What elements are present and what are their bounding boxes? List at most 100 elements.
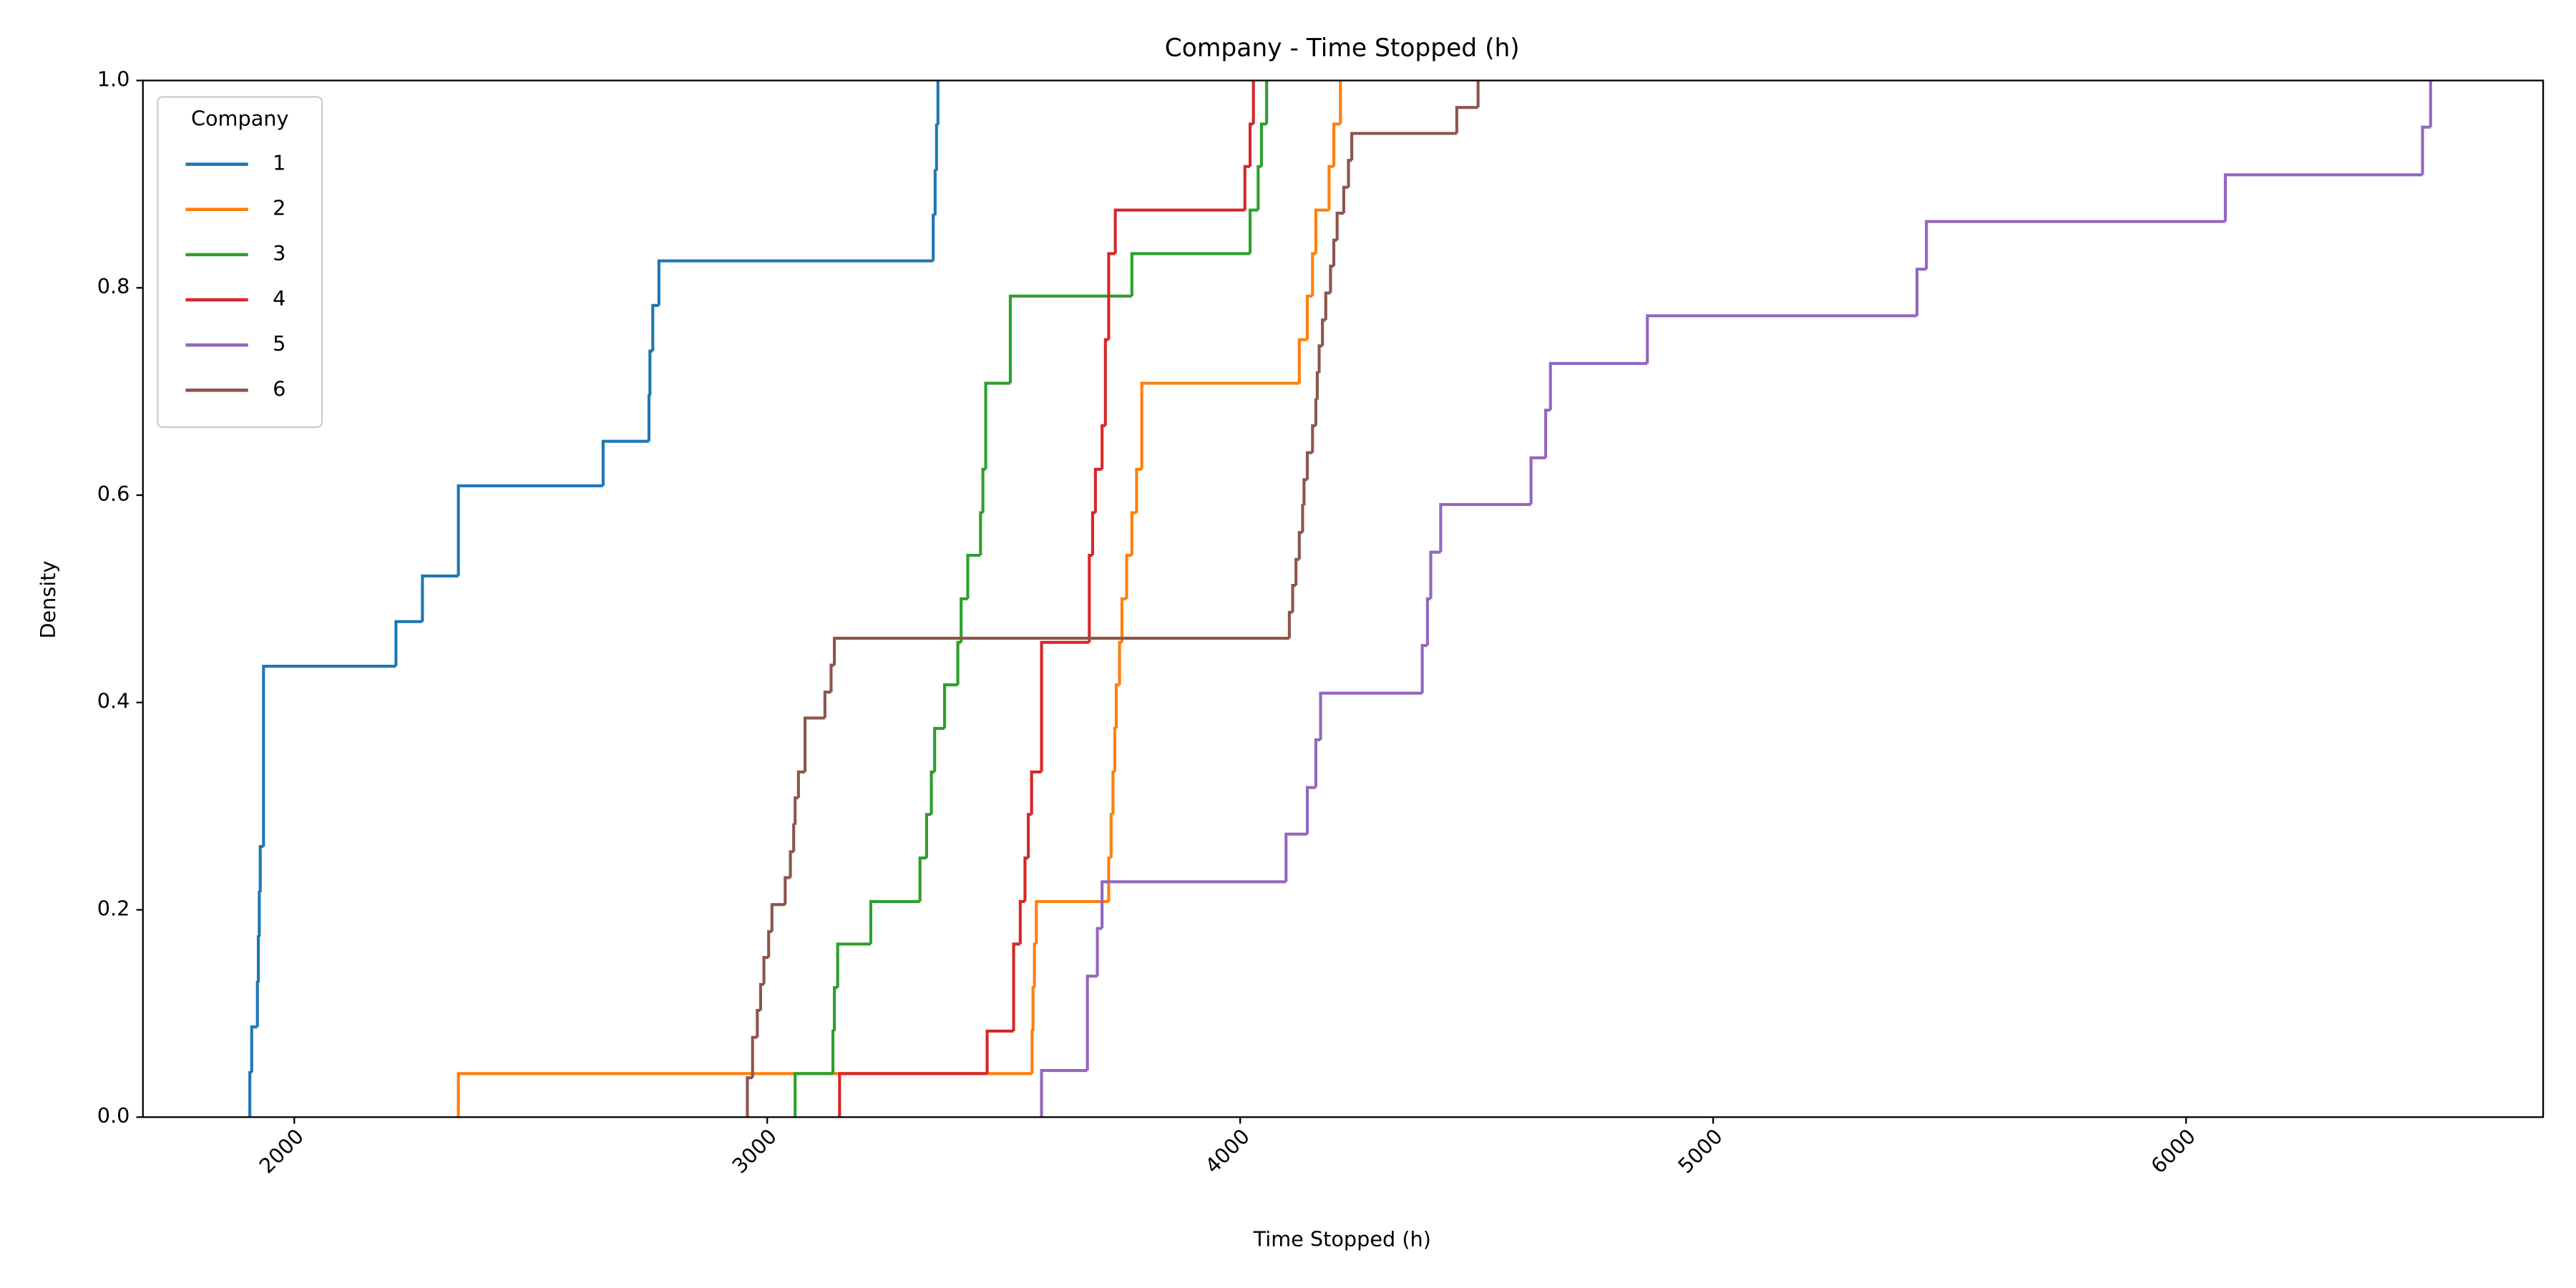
ecdf-step — [942, 683, 958, 728]
ecdf-step — [457, 484, 603, 576]
legend-box — [157, 96, 323, 429]
ecdf-step — [792, 823, 796, 852]
y-tick-label: 0.2 — [97, 896, 130, 920]
ecdf-step — [1130, 511, 1137, 556]
ecdf-step — [836, 942, 871, 988]
ecdf-step — [1030, 770, 1042, 815]
plot-area — [248, 80, 2432, 1118]
ecdf-step — [985, 1029, 1014, 1074]
ecdf-step — [966, 553, 981, 599]
ecdf-step — [601, 439, 649, 486]
ecdf-step — [256, 935, 260, 982]
ecdf-step — [1548, 361, 1648, 411]
ecdf-step — [984, 381, 1010, 469]
y-tick-label: 0.8 — [97, 274, 130, 298]
ecdf-step — [1327, 165, 1335, 210]
ecdf-step — [1107, 252, 1116, 340]
ecdf-step — [647, 394, 651, 441]
legend-label: 4 — [273, 286, 286, 311]
ecdf-step — [1085, 975, 1098, 1071]
ecdf-step — [1248, 208, 1259, 254]
ecdf-step — [1297, 338, 1308, 384]
ecdf-step — [2223, 173, 2423, 222]
ecdf-step — [933, 169, 937, 215]
ecdf-step — [1324, 291, 1331, 321]
ecdf-step — [258, 890, 261, 937]
ecdf-step — [1342, 185, 1349, 213]
ecdf-step — [1305, 451, 1313, 480]
ecdf-step — [250, 1025, 258, 1073]
y-axis-label: Density — [36, 560, 60, 638]
ecdf-step — [1135, 467, 1142, 513]
ecdf-step — [1319, 691, 1423, 740]
ecdf-step — [784, 876, 791, 905]
ecdf-step — [823, 691, 831, 718]
ecdf-step — [832, 636, 1289, 665]
ecdf-step — [1335, 211, 1344, 240]
legend-label: 3 — [273, 241, 286, 265]
ecdf-step — [869, 899, 920, 945]
ecdf-step — [804, 716, 825, 772]
ecdf-step — [1130, 252, 1251, 296]
y-tick-label: 0.6 — [97, 482, 130, 506]
ecdf-step — [789, 850, 794, 878]
ecdf-step — [1915, 268, 1927, 316]
legend-label: 5 — [273, 331, 286, 356]
ecdf-step — [770, 903, 786, 932]
ecdf-step — [1031, 986, 1035, 1031]
ecdf-step — [1314, 398, 1317, 426]
ecdf-step — [751, 1035, 758, 1078]
ecdf-step — [657, 259, 934, 306]
ecdf-step — [1114, 683, 1120, 728]
ecdf-step — [1646, 314, 1917, 364]
y-tick-label: 0.4 — [97, 689, 130, 713]
ecdf-step — [1332, 122, 1341, 167]
ecdf-step — [651, 303, 659, 351]
ecdf-step — [2421, 125, 2431, 175]
ecdf-step — [1439, 502, 1531, 552]
ecdf-step — [1040, 640, 1090, 772]
axes-frame — [142, 79, 2545, 1118]
ecdf-step — [421, 574, 459, 622]
ecdf-step — [1096, 927, 1103, 977]
ecdf-step — [762, 956, 769, 985]
ecdf-step — [1012, 942, 1020, 1031]
ecdf-step — [1113, 208, 1245, 254]
ecdf-step — [933, 726, 945, 772]
ecdf-step — [838, 1072, 987, 1118]
ecdf-step — [746, 1076, 753, 1118]
legend-label: 1 — [273, 151, 286, 175]
ecdf-step — [794, 1072, 834, 1118]
ecdf-step — [1040, 1068, 1088, 1118]
ecdf-step — [1093, 467, 1103, 513]
ecdf-step — [935, 123, 938, 171]
legend: Company 1 2 3 4 5 6 — [157, 96, 323, 429]
ecdf-step — [1455, 106, 1478, 134]
ecdf-step — [1035, 899, 1109, 945]
y-tick-label: 1.0 — [97, 67, 130, 92]
ecdf-step — [1140, 381, 1299, 469]
ecdf-step — [1120, 597, 1127, 643]
ecdf-step — [1284, 832, 1308, 882]
legend-label: 2 — [273, 196, 286, 220]
ecdf-step — [924, 813, 932, 859]
ecdf-step — [1420, 643, 1428, 693]
ecdf-step — [1529, 456, 1546, 505]
ecdf-step — [1030, 1029, 1034, 1074]
ecdf-step — [1018, 899, 1025, 945]
ecdf-step — [1259, 122, 1267, 167]
ecdf-step — [1544, 409, 1551, 458]
ecdf-step — [1248, 122, 1254, 167]
ecdf-step — [831, 1029, 835, 1074]
ecdf-step — [262, 664, 396, 847]
y-tick-label: 0.0 — [97, 1103, 130, 1128]
ecdf-step — [918, 856, 927, 902]
chart-title: Company - Time Stopped (h) — [1165, 34, 1520, 62]
ecdf-step — [394, 620, 423, 667]
x-axis-label: Time Stopped (h) — [1253, 1226, 1431, 1251]
ecdf-step — [1305, 786, 1316, 834]
legend-title: Company — [191, 107, 288, 131]
ecdf-step — [1008, 294, 1132, 384]
